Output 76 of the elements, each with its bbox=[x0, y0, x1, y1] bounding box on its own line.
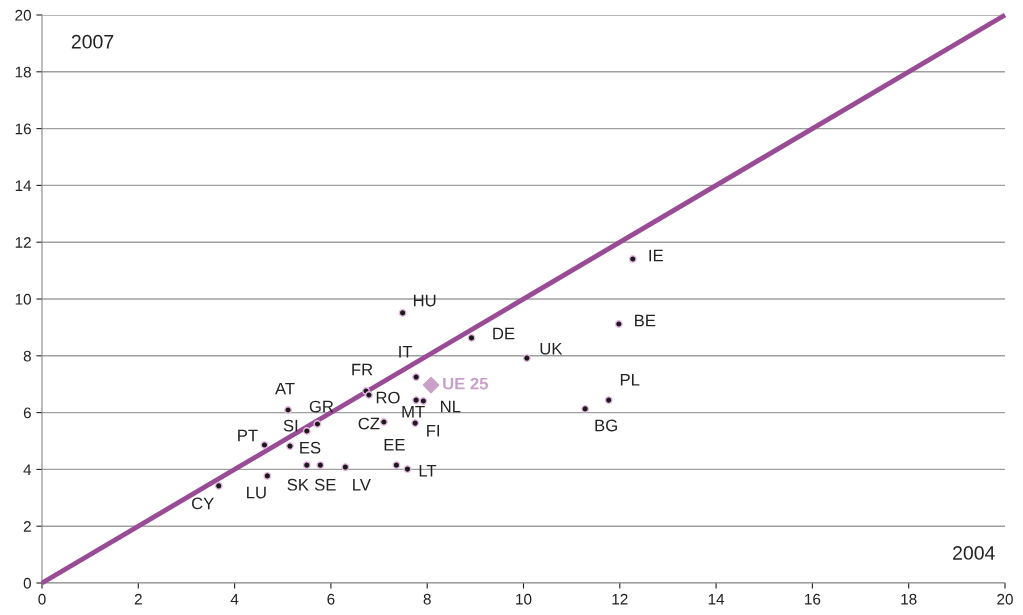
x-axis-title: 2004 bbox=[953, 546, 995, 560]
annotation: DE bbox=[493, 327, 515, 340]
point bbox=[422, 376, 440, 394]
y-tick-label: 14 bbox=[15, 180, 32, 191]
x-tick-label: 20 bbox=[997, 593, 1013, 605]
annotation: UK bbox=[540, 342, 563, 355]
annotation: AT bbox=[275, 382, 295, 395]
y-tick-label: 4 bbox=[23, 464, 32, 475]
y-tick-label: 8 bbox=[23, 350, 31, 362]
annotation: PT bbox=[238, 429, 258, 442]
y-tick-label: 20 bbox=[15, 9, 31, 21]
annotation: SE bbox=[314, 478, 336, 491]
point bbox=[302, 427, 311, 436]
x-tick-label: 16 bbox=[805, 593, 821, 605]
y-axis-title: 2007 bbox=[71, 34, 114, 49]
x-tick-label: 10 bbox=[516, 593, 532, 605]
x-tick-label: 0 bbox=[38, 593, 46, 605]
annotation: BG bbox=[595, 419, 617, 432]
point bbox=[614, 320, 623, 328]
annotation: LU bbox=[247, 486, 266, 499]
point bbox=[316, 461, 325, 470]
series-label: UE 25 bbox=[443, 377, 489, 390]
point bbox=[522, 354, 531, 363]
x-tick-label: 6 bbox=[327, 593, 335, 605]
x-tick-label: 4 bbox=[230, 593, 239, 605]
annotation: PL bbox=[620, 373, 640, 386]
annotation: CY bbox=[191, 497, 214, 510]
annotation: LV bbox=[353, 478, 371, 491]
annotation: MT bbox=[402, 405, 425, 418]
point bbox=[411, 419, 420, 428]
y-tick-label: 6 bbox=[23, 407, 31, 419]
point bbox=[284, 406, 292, 414]
annotation: SI bbox=[283, 419, 298, 432]
y-tick-label: 0 bbox=[23, 577, 31, 589]
annotation: IT bbox=[399, 345, 413, 358]
point bbox=[467, 333, 476, 342]
point bbox=[392, 461, 401, 470]
annotation: RO bbox=[376, 391, 400, 404]
point bbox=[341, 463, 350, 472]
annotation: BE bbox=[635, 314, 656, 327]
annotation: SK bbox=[287, 478, 309, 491]
point bbox=[260, 441, 269, 449]
y-tick-label: 12 bbox=[15, 237, 31, 248]
y-tick-label: 18 bbox=[15, 66, 31, 78]
point bbox=[403, 465, 412, 474]
point bbox=[263, 471, 272, 480]
point bbox=[398, 308, 407, 317]
point bbox=[412, 396, 421, 405]
point bbox=[419, 397, 428, 405]
annotation: NL bbox=[441, 400, 461, 413]
point bbox=[302, 461, 311, 470]
point bbox=[214, 481, 223, 490]
annotation: HU bbox=[413, 294, 436, 307]
annotation: EE bbox=[384, 438, 405, 451]
annotation: FR bbox=[352, 363, 373, 376]
y-tick-label: 2 bbox=[23, 521, 31, 532]
x-tick-label: 8 bbox=[423, 593, 431, 605]
point bbox=[604, 396, 613, 405]
x-tick-label: 18 bbox=[901, 593, 917, 605]
annotation: LT bbox=[419, 464, 437, 477]
point bbox=[412, 373, 421, 382]
point bbox=[313, 420, 322, 428]
point bbox=[581, 404, 590, 413]
y-tick-label: 16 bbox=[15, 123, 31, 135]
x-tick-label: 12 bbox=[612, 593, 628, 605]
annotation: FI bbox=[427, 424, 440, 437]
annotation: IE bbox=[649, 249, 663, 262]
x-tick-label: 2 bbox=[134, 593, 142, 605]
y-tick-label: 10 bbox=[15, 293, 31, 305]
point bbox=[364, 391, 373, 399]
annotation: ES bbox=[300, 441, 321, 454]
point bbox=[286, 442, 294, 451]
point bbox=[628, 255, 637, 263]
annotation: CZ bbox=[358, 417, 380, 430]
x-tick-label: 14 bbox=[708, 593, 725, 605]
annotation: GR bbox=[309, 400, 334, 413]
